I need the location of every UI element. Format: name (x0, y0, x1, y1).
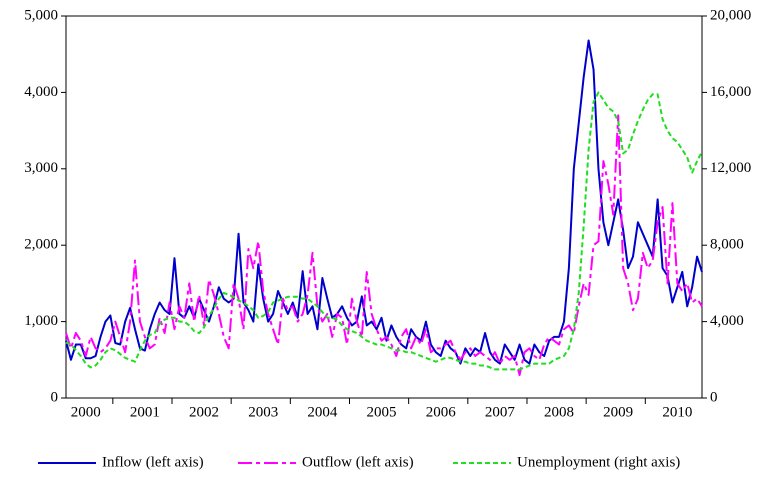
y-tick-label: 4,000 (24, 84, 58, 100)
x-tick-label: 2009 (603, 404, 633, 420)
x-tick-label: 2001 (130, 404, 160, 420)
y2-tick-label: 12,000 (710, 160, 751, 176)
x-tick-label: 2010 (662, 404, 692, 420)
y-tick-label: 3,000 (24, 160, 58, 176)
series-line (65, 39, 703, 365)
y-tick-label: 1,000 (24, 313, 58, 329)
plot-frame (65, 15, 703, 399)
x-tick-label: 2006 (426, 404, 457, 420)
y2-tick-label: 20,000 (710, 7, 751, 23)
y-tick-label: 5,000 (24, 7, 58, 23)
x-tick-label: 2007 (485, 404, 516, 420)
y2-tick-label: 8,000 (710, 237, 744, 253)
series-line (65, 114, 703, 377)
legend-label: Unemployment (right axis) (517, 454, 680, 470)
x-tick-label: 2005 (367, 404, 397, 420)
legend-label: Outflow (left axis) (302, 454, 414, 470)
legend-label: Inflow (left axis) (102, 454, 204, 470)
y-tick-label: 2,000 (24, 237, 58, 253)
x-tick-label: 2002 (189, 404, 219, 420)
x-tick-label: 2000 (71, 404, 101, 420)
y2-tick-label: 16,000 (710, 84, 751, 100)
x-tick-label: 2003 (248, 404, 278, 420)
y2-tick-label: 4,000 (710, 313, 744, 329)
x-tick-label: 2004 (307, 404, 338, 420)
x-tick-label: 2008 (544, 404, 574, 420)
y-tick-label: 0 (51, 389, 59, 405)
series-line (65, 91, 703, 371)
y2-tick-label: 0 (710, 389, 718, 405)
